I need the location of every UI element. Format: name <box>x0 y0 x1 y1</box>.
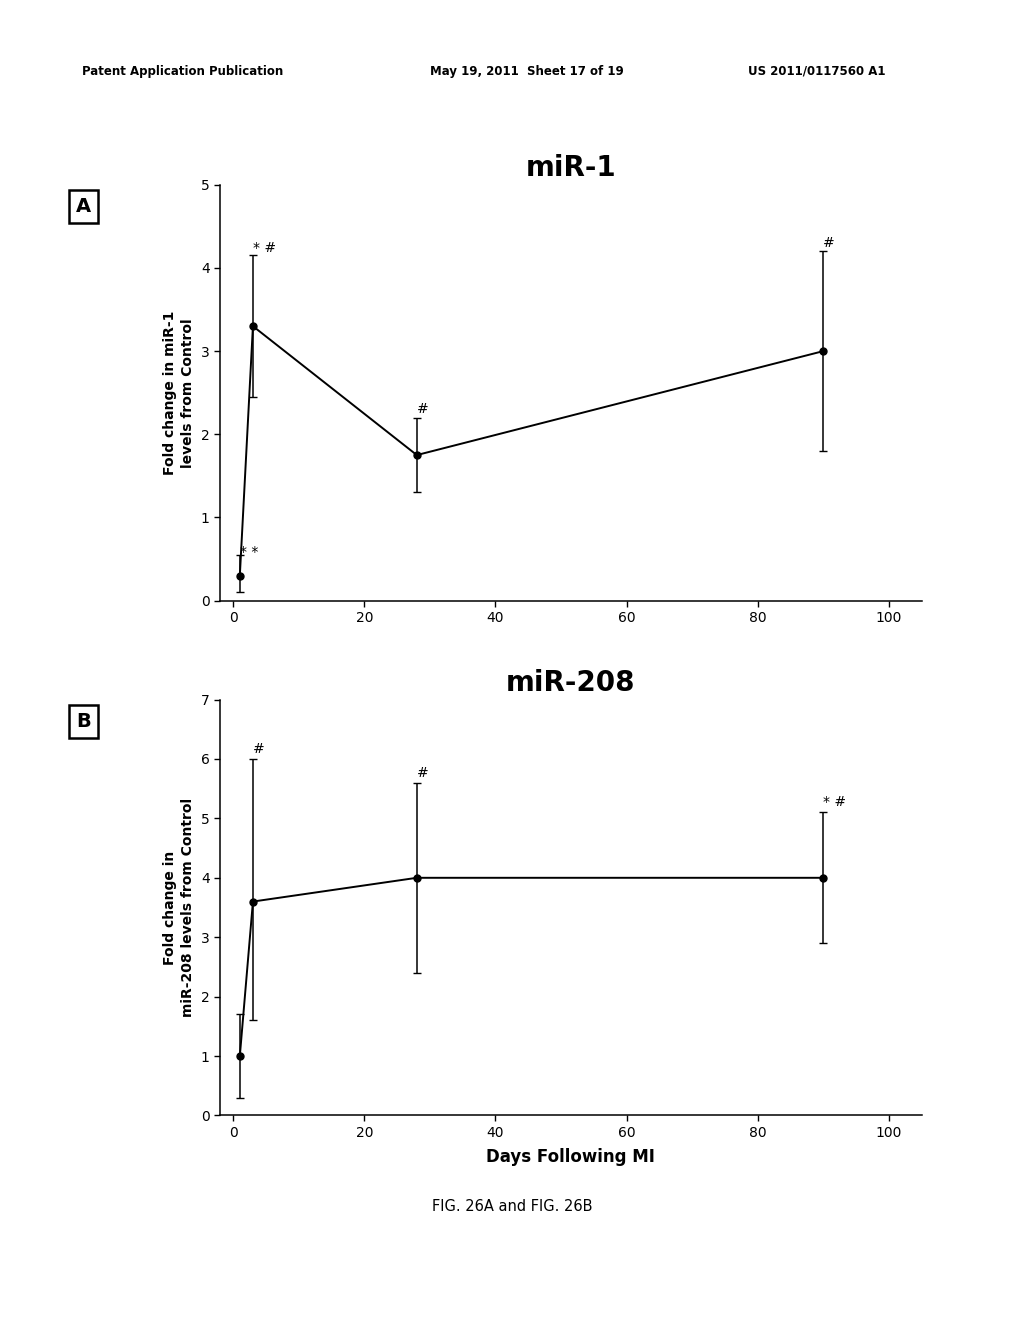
Text: May 19, 2011  Sheet 17 of 19: May 19, 2011 Sheet 17 of 19 <box>430 65 624 78</box>
Text: * *: * * <box>240 545 258 558</box>
Title: miR-208: miR-208 <box>506 669 636 697</box>
Text: #: # <box>253 742 264 756</box>
Text: US 2011/0117560 A1: US 2011/0117560 A1 <box>748 65 885 78</box>
Y-axis label: Fold change in
miR-208 levels from Control: Fold change in miR-208 levels from Contr… <box>163 797 196 1018</box>
Text: FIG. 26A and FIG. 26B: FIG. 26A and FIG. 26B <box>432 1199 592 1213</box>
Text: * #: * # <box>823 796 847 809</box>
X-axis label: Days Following MI: Days Following MI <box>486 1148 655 1166</box>
Text: Patent Application Publication: Patent Application Publication <box>82 65 284 78</box>
Text: * #: * # <box>253 242 276 256</box>
Text: A: A <box>76 197 91 216</box>
Y-axis label: Fold change in miR-1
levels from Control: Fold change in miR-1 levels from Control <box>163 310 196 475</box>
Text: #: # <box>417 766 429 780</box>
Text: #: # <box>417 403 429 416</box>
Text: B: B <box>76 711 91 731</box>
Text: #: # <box>823 236 835 249</box>
Title: miR-1: miR-1 <box>525 154 616 182</box>
